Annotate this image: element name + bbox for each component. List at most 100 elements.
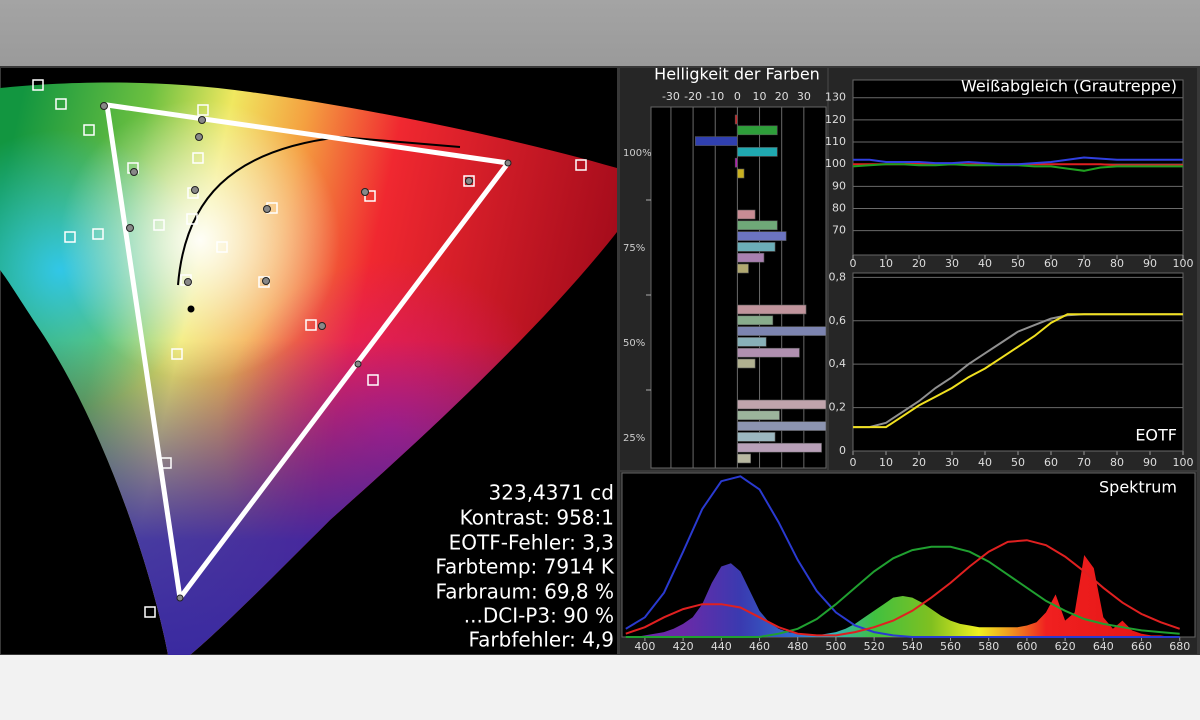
x-tick-label: 660 xyxy=(1131,640,1152,653)
bar xyxy=(737,421,827,431)
bar xyxy=(695,136,738,146)
x-tick-label: -20 xyxy=(684,90,702,103)
bar xyxy=(737,209,756,220)
bottom-band xyxy=(0,655,1200,720)
y-tick-label: 0,8 xyxy=(829,270,847,283)
x-tick-label: 0 xyxy=(850,257,857,270)
plot-area xyxy=(852,272,1184,452)
y-tick-label: 0 xyxy=(839,444,846,457)
stat-line: Farbraum: 69,8 % xyxy=(436,580,614,604)
x-tick-label: 560 xyxy=(940,640,961,653)
bar xyxy=(737,442,822,453)
x-tick-label: -30 xyxy=(662,90,680,103)
y-tick-label: 130 xyxy=(825,91,846,104)
x-tick-label: 460 xyxy=(749,640,770,653)
y-tick-label: 0,4 xyxy=(829,357,847,370)
x-tick-label: 40 xyxy=(978,456,992,469)
series-line xyxy=(853,156,1183,166)
x-tick-label: 600 xyxy=(1016,640,1037,653)
y-tick-label: 80 xyxy=(832,201,846,214)
x-tick-label: 640 xyxy=(1093,640,1114,653)
bar xyxy=(737,315,774,326)
x-tick-label: 540 xyxy=(902,640,923,653)
category-label: 25% xyxy=(623,433,645,444)
bar xyxy=(737,410,780,421)
series-line xyxy=(625,539,1181,637)
x-tick-label: 520 xyxy=(864,640,885,653)
spectrum-area xyxy=(625,555,1190,637)
cie-diagram xyxy=(0,79,617,655)
top-band xyxy=(0,0,1200,66)
x-tick-label: 620 xyxy=(1055,640,1076,653)
bar xyxy=(737,220,778,231)
stats: 323,4371 cd Kontrast: 958:1 EOTF-Fehler:… xyxy=(435,481,615,652)
bar xyxy=(737,326,827,336)
x-tick-label: 440 xyxy=(711,640,732,653)
series-line xyxy=(853,313,1183,429)
x-tick-label: 580 xyxy=(978,640,999,653)
x-tick-label: 80 xyxy=(1110,456,1124,469)
plot-area xyxy=(852,79,1184,256)
chart-title: Weißabgleich (Grautreppe) xyxy=(961,77,1177,96)
category-label: 100% xyxy=(623,148,652,159)
x-tick-label: 10 xyxy=(879,456,893,469)
gamut-triangle xyxy=(104,102,511,601)
series-line xyxy=(852,163,1183,172)
stat-line: EOTF-Fehler: 3,3 xyxy=(449,531,614,555)
y-tick-label: 120 xyxy=(825,113,846,126)
bar xyxy=(737,242,776,252)
x-tick-label: 30 xyxy=(797,90,811,103)
bar xyxy=(737,337,767,347)
bar xyxy=(737,168,745,179)
bar xyxy=(734,114,738,125)
x-tick-label: 480 xyxy=(787,640,808,653)
category-label: 50% xyxy=(623,338,645,349)
x-tick-label: 70 xyxy=(1077,456,1091,469)
x-tick-label: 60 xyxy=(1044,257,1058,270)
stat-line: Kontrast: 958:1 xyxy=(460,506,614,530)
category-label: 75% xyxy=(623,243,645,254)
x-tick-label: 500 xyxy=(825,640,846,653)
x-tick-label: 30 xyxy=(945,257,959,270)
x-tick-label: 100 xyxy=(1173,257,1194,270)
x-tick-label: 30 xyxy=(945,456,959,469)
x-tick-label: 80 xyxy=(1110,257,1124,270)
measured-points xyxy=(100,102,512,602)
x-tick-label: 70 xyxy=(1077,257,1091,270)
y-tick-label: 0,2 xyxy=(829,401,847,414)
x-tick-label: 10 xyxy=(879,257,893,270)
bar xyxy=(737,432,776,442)
y-tick-label: 90 xyxy=(832,179,846,192)
white-point xyxy=(187,305,195,313)
x-tick-label: 20 xyxy=(912,456,926,469)
x-tick-label: 0 xyxy=(850,456,857,469)
bar xyxy=(737,399,827,410)
bar xyxy=(737,263,749,274)
x-tick-label: 60 xyxy=(1044,456,1058,469)
bar xyxy=(737,453,751,464)
stat-line: 323,4371 cd xyxy=(489,481,614,505)
bar xyxy=(737,347,800,358)
y-tick-label: 100 xyxy=(825,157,846,170)
x-tick-label: 50 xyxy=(1011,257,1025,270)
x-tick-label: -10 xyxy=(706,90,724,103)
y-tick-label: 110 xyxy=(825,135,846,148)
chart-title: EOTF xyxy=(1135,426,1177,445)
y-tick-label: 0,6 xyxy=(829,314,847,327)
x-tick-label: 10 xyxy=(753,90,767,103)
stat-line: ...DCI-P3: 90 % xyxy=(464,604,614,628)
series-line xyxy=(625,475,1180,638)
stat-line: Farbtemp: 7914 K xyxy=(435,555,615,579)
x-tick-label: 680 xyxy=(1169,640,1190,653)
x-tick-label: 90 xyxy=(1143,257,1157,270)
x-tick-label: 400 xyxy=(634,640,655,653)
bar xyxy=(737,231,787,241)
stat-line: Farbfehler: 4,9 xyxy=(469,628,615,652)
x-tick-label: 20 xyxy=(912,257,926,270)
x-tick-label: 20 xyxy=(775,90,789,103)
x-tick-label: 50 xyxy=(1011,456,1025,469)
x-tick-label: 420 xyxy=(673,640,694,653)
bar xyxy=(734,157,738,168)
